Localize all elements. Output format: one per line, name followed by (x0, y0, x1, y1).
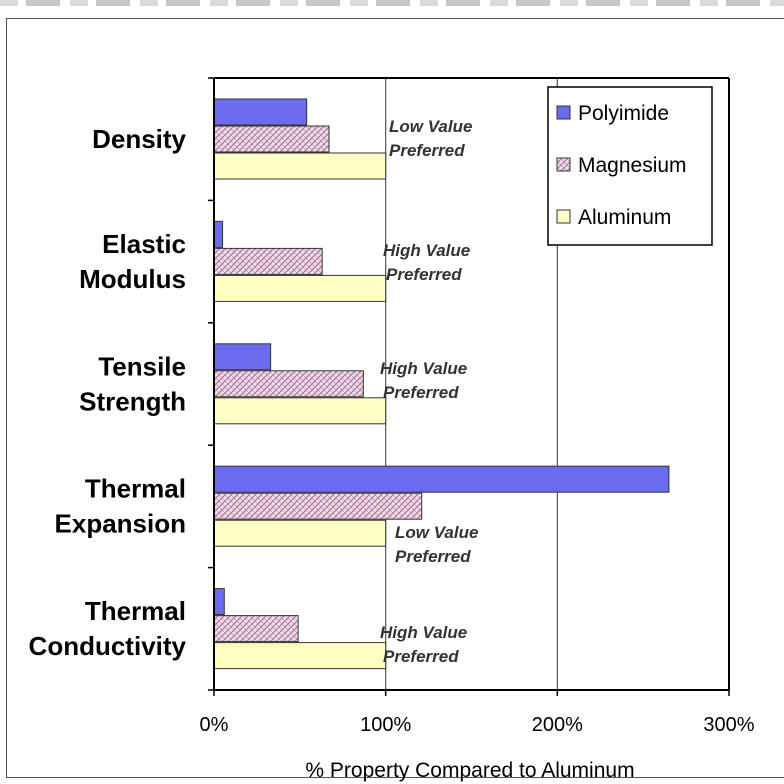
bar-polyimide-2 (213, 343, 272, 371)
category-label: Tensile (98, 351, 186, 381)
annotation: High Value (383, 241, 470, 260)
x-axis-title: % Property Compared to Aluminum (305, 759, 634, 782)
category-label: Density (92, 124, 186, 154)
annotation: Preferred (395, 547, 471, 566)
legend-swatch-polyimide (556, 105, 571, 120)
annotation: Preferred (386, 265, 462, 284)
bar-aluminum-3 (213, 519, 387, 547)
annotation: High Value (380, 359, 467, 378)
bar-magnesium-1 (213, 247, 323, 275)
bar-aluminum-1 (213, 274, 387, 302)
top-edge (0, 0, 784, 6)
annotation: Preferred (383, 383, 459, 402)
category-label: Conductivity (29, 631, 187, 661)
axes (208, 77, 730, 696)
annotations: Low Value Preferred High Value Preferred Hig… (380, 117, 478, 666)
category-label: Modulus (79, 264, 186, 294)
annotation: Low Value (395, 523, 478, 542)
annotation: High Value (380, 623, 467, 642)
annotation: Low Value (389, 117, 472, 136)
category-label: Thermal (85, 596, 186, 626)
x-tick-label: 300% (703, 714, 754, 736)
x-tick-labels: 0% 100% 200% 300% (200, 714, 755, 736)
category-label: Elastic (102, 229, 186, 259)
bar-polyimide-4 (213, 588, 225, 616)
legend-label-polyimide: Polyimide (578, 102, 669, 125)
bar-magnesium-2 (213, 370, 364, 398)
legend-label-magnesium: Magnesium (578, 154, 687, 177)
category-label: Strength (79, 386, 186, 416)
legend-box (547, 86, 713, 246)
x-tick-label: 100% (360, 714, 411, 736)
bar-magnesium-3 (213, 492, 423, 520)
frame-border (6, 18, 784, 778)
bar-aluminum-2 (213, 397, 387, 425)
legend-label-aluminum: Aluminum (578, 206, 671, 229)
x-tick-label: 0% (200, 714, 229, 736)
annotation: Preferred (383, 647, 459, 666)
bars (213, 98, 670, 670)
bar-polyimide-3 (213, 465, 670, 493)
bar-polyimide-0 (213, 98, 308, 126)
bar-magnesium-4 (213, 615, 299, 643)
category-label: Expansion (55, 509, 186, 539)
category-labels: Density Elastic Modulus Tensile Strength Ther… (29, 124, 187, 661)
category-label: Thermal (85, 474, 186, 504)
legend: Polyimide Magnesium Aluminum (547, 86, 713, 246)
bar-aluminum-4 (213, 642, 387, 670)
legend-swatch-aluminum (556, 209, 571, 224)
annotation: Preferred (389, 141, 465, 160)
bar-aluminum-0 (213, 152, 387, 180)
bar-magnesium-0 (213, 125, 330, 153)
bar-polyimide-1 (213, 220, 224, 248)
x-tick-label: 200% (532, 714, 583, 736)
legend-swatch-magnesium (556, 157, 571, 172)
